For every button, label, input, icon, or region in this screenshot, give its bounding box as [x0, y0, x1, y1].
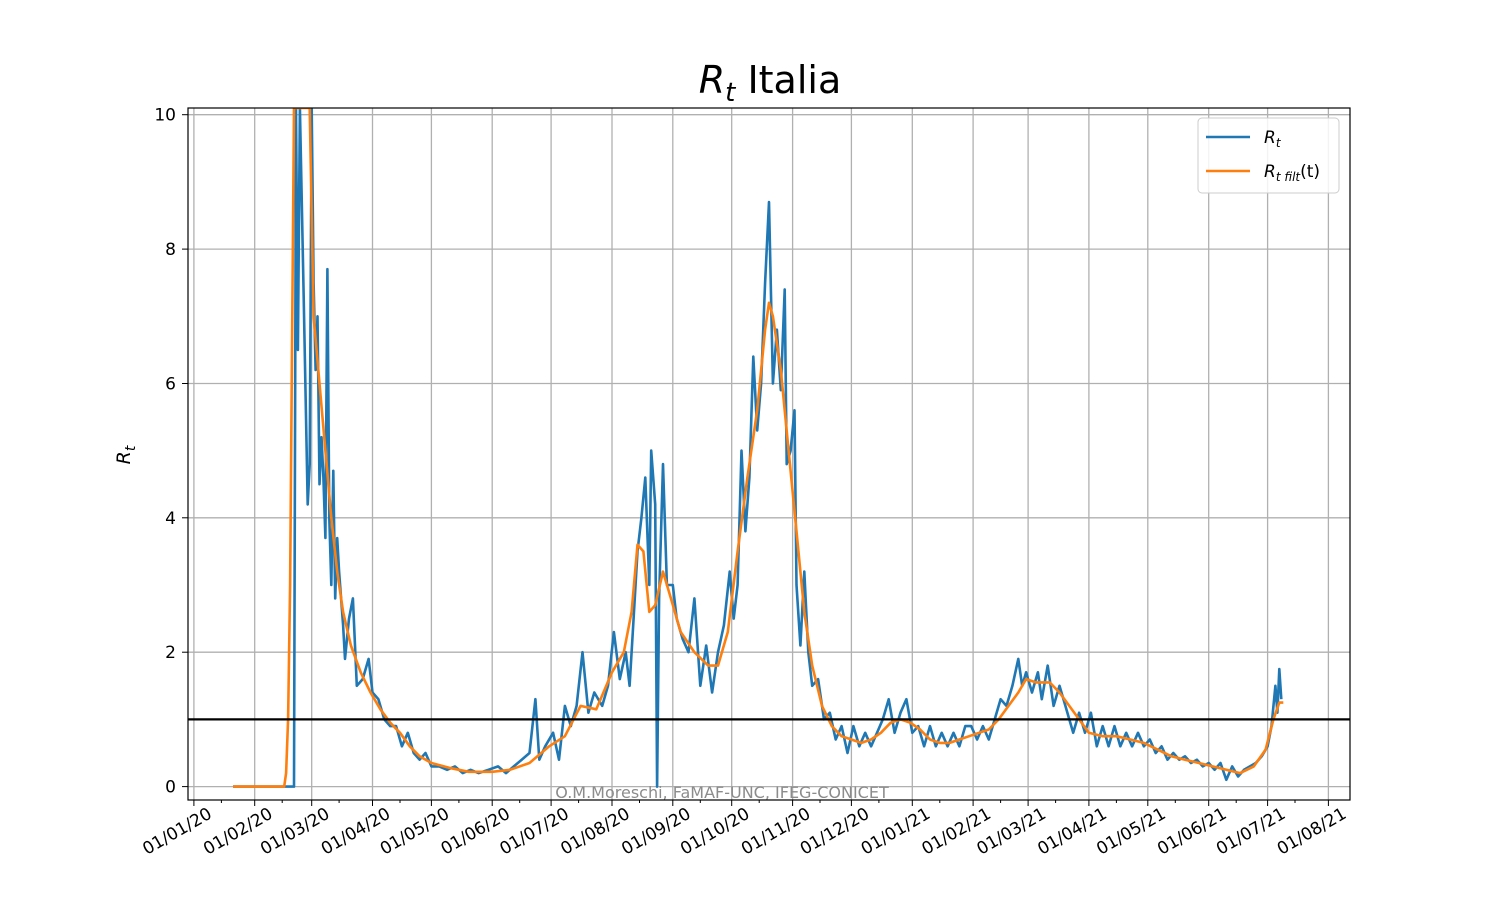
watermark-text: O.M.Moreschi, FaMAF-UNC, IFEG-CONICET	[555, 783, 889, 802]
series-line-rt-filt	[233, 108, 1284, 788]
y-axis: 0 2 4 6 8 10	[154, 106, 188, 798]
legend-label-rt: Rt	[1264, 128, 1282, 150]
y-tick-label: 4	[165, 509, 176, 529]
y-tick-label: 0	[165, 778, 176, 798]
legend: Rt Rt filt(t)	[1197, 117, 1340, 194]
y-tick-label: 6	[165, 375, 176, 395]
y-axis-label: Rt	[113, 445, 139, 464]
y-tick-label: 10	[154, 106, 176, 126]
legend-label-rt-filt: Rt filt(t)	[1264, 162, 1320, 184]
chart-title: Rt Italia	[699, 58, 841, 108]
plot-frame	[187, 107, 1351, 801]
y-tick-label: 8	[165, 240, 176, 260]
y-tick-label: 2	[165, 643, 176, 663]
